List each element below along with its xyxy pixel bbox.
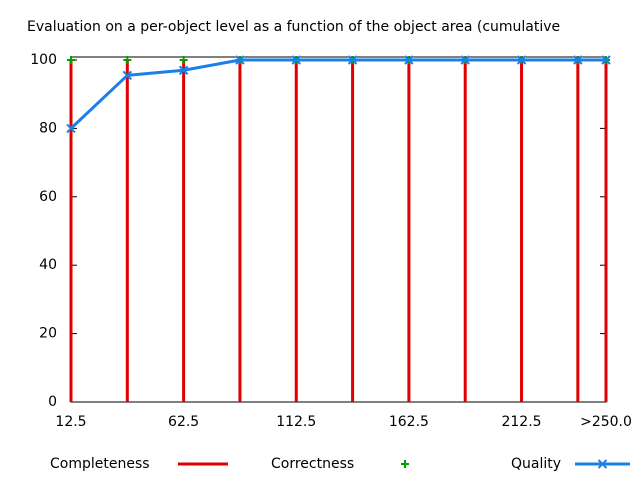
legend-label: Correctness (271, 456, 354, 472)
marker (291, 55, 301, 65)
marker (347, 55, 358, 65)
x-tick-label: 112.5 (276, 414, 316, 430)
x-tick-label: 62.5 (168, 414, 199, 430)
marker (235, 55, 245, 65)
legend-label: Completeness (50, 456, 150, 472)
x-tick-label: 12.5 (55, 414, 86, 430)
plot-border (70, 56, 607, 403)
chart-title: Evaluation on a per-object level as a fu… (27, 19, 560, 35)
point (179, 56, 188, 64)
y-tick-label: 100 (30, 52, 57, 68)
x-tick-label: >250.0 (580, 414, 632, 430)
marker (66, 123, 76, 134)
marker (516, 55, 527, 65)
marker (460, 55, 470, 65)
line (69, 58, 606, 130)
x-tick-label: 212.5 (501, 414, 541, 430)
y-tick-label: 80 (39, 120, 57, 136)
y-tick-label: 40 (39, 257, 57, 273)
marker (122, 70, 133, 81)
y-tick-label: 0 (48, 394, 57, 410)
marker (178, 65, 189, 75)
marker (601, 55, 611, 65)
marker (404, 55, 414, 65)
y-tick-label: 60 (39, 189, 57, 205)
legend-swatch (401, 460, 409, 468)
x-tick-label: 162.5 (389, 414, 429, 430)
point (123, 56, 132, 64)
legend-label: Quality (511, 456, 561, 472)
y-tick-label: 20 (39, 326, 57, 342)
point (67, 56, 75, 64)
marker (573, 55, 583, 65)
legend-swatch (597, 459, 608, 469)
